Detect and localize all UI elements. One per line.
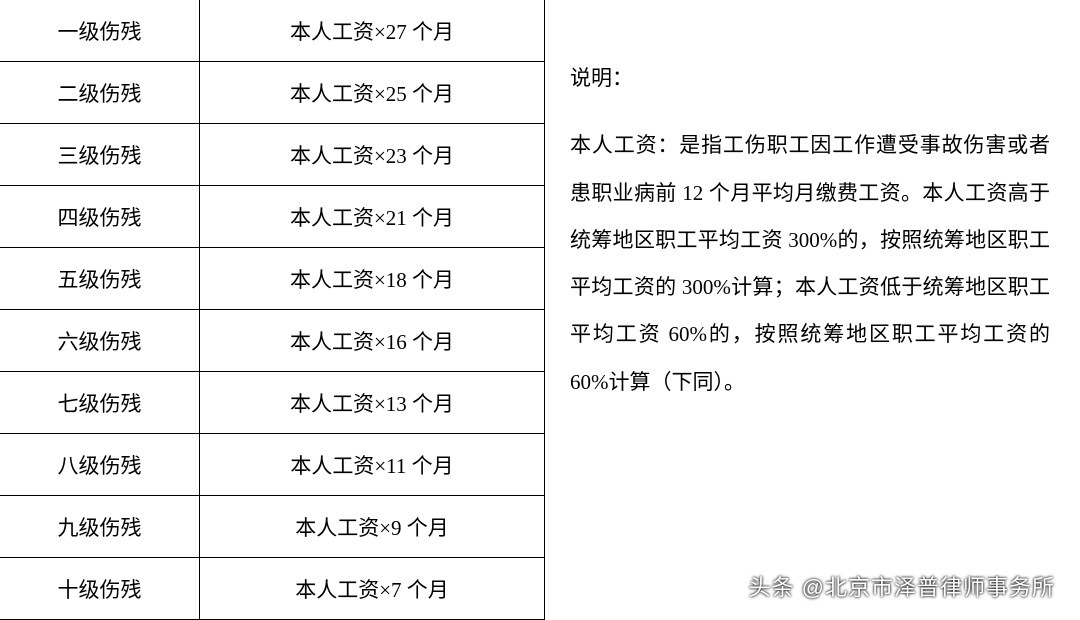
- table-row: 九级伤残 本人工资×9 个月: [0, 496, 545, 558]
- table-cell-level: 四级伤残: [0, 186, 200, 247]
- table-cell-level: 五级伤残: [0, 248, 200, 309]
- table-row: 一级伤残 本人工资×27 个月: [0, 0, 545, 62]
- table-cell-formula: 本人工资×21 个月: [200, 186, 545, 247]
- table-cell-formula: 本人工资×27 个月: [200, 0, 545, 61]
- table-cell-level: 二级伤残: [0, 62, 200, 123]
- table-cell-formula: 本人工资×25 个月: [200, 62, 545, 123]
- table-cell-formula: 本人工资×18 个月: [200, 248, 545, 309]
- table-row: 四级伤残 本人工资×21 个月: [0, 186, 545, 248]
- table-cell-formula: 本人工资×11 个月: [200, 434, 545, 495]
- table-cell-level: 八级伤残: [0, 434, 200, 495]
- page-container: 一级伤残 本人工资×27 个月 二级伤残 本人工资×25 个月 三级伤残 本人工…: [0, 0, 1080, 620]
- explanation-body: 本人工资：是指工伤职工因工作遭受事故伤害或者患职业病前 12 个月平均月缴费工资…: [570, 122, 1050, 406]
- table-row: 八级伤残 本人工资×11 个月: [0, 434, 545, 496]
- table-cell-level: 十级伤残: [0, 558, 200, 619]
- explanation-panel: 说明： 本人工资：是指工伤职工因工作遭受事故伤害或者患职业病前 12 个月平均月…: [545, 0, 1080, 620]
- table-cell-level: 七级伤残: [0, 372, 200, 433]
- watermark-attribution: 头条 @北京市泽普律师事务所: [749, 570, 1055, 602]
- table-cell-formula: 本人工资×7 个月: [200, 558, 545, 619]
- table-row: 十级伤残 本人工资×7 个月: [0, 558, 545, 620]
- table-row: 五级伤残 本人工资×18 个月: [0, 248, 545, 310]
- table-cell-level: 九级伤残: [0, 496, 200, 557]
- explanation-title: 说明：: [570, 55, 1050, 102]
- table-row: 三级伤残 本人工资×23 个月: [0, 124, 545, 186]
- table-row: 二级伤残 本人工资×25 个月: [0, 62, 545, 124]
- table-row: 七级伤残 本人工资×13 个月: [0, 372, 545, 434]
- table-cell-formula: 本人工资×16 个月: [200, 310, 545, 371]
- table-row: 六级伤残 本人工资×16 个月: [0, 310, 545, 372]
- table-cell-formula: 本人工资×23 个月: [200, 124, 545, 185]
- table-cell-level: 六级伤残: [0, 310, 200, 371]
- table-cell-formula: 本人工资×9 个月: [200, 496, 545, 557]
- table-cell-formula: 本人工资×13 个月: [200, 372, 545, 433]
- table-cell-level: 三级伤残: [0, 124, 200, 185]
- table-cell-level: 一级伤残: [0, 0, 200, 61]
- disability-compensation-table: 一级伤残 本人工资×27 个月 二级伤残 本人工资×25 个月 三级伤残 本人工…: [0, 0, 545, 620]
